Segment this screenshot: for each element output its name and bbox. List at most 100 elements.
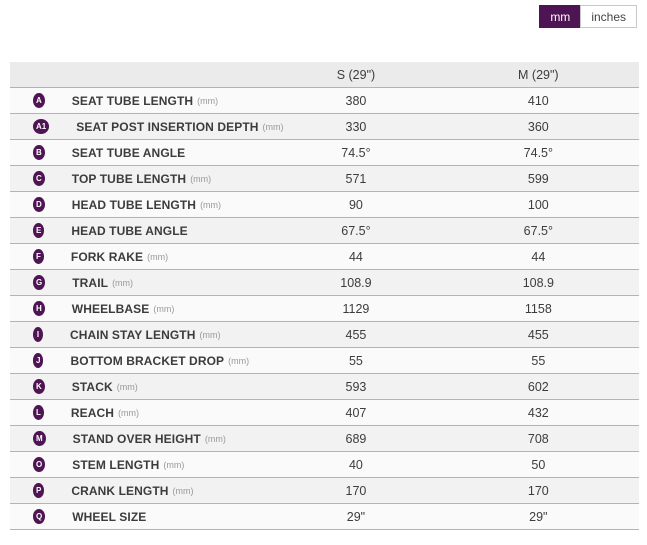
row-value-m: 74.5° — [523, 145, 553, 160]
table-row: G TRAIL (mm) 108.9 108.9 — [10, 270, 639, 296]
row-value-s: 593 — [345, 379, 367, 394]
row-value-m: 67.5° — [523, 223, 553, 238]
table-row: Q WHEEL SIZE 29" 29" — [10, 504, 639, 530]
row-unit-label: (mm) — [112, 277, 134, 288]
row-letter-badge: A — [33, 93, 45, 108]
row-label-cell: P CRANK LENGTH (mm) — [10, 483, 274, 498]
row-label-cell: D HEAD TUBE LENGTH (mm) — [10, 197, 274, 212]
row-label: STAND OVER HEIGHT — [72, 431, 201, 446]
row-value-m: 455 — [527, 327, 549, 342]
row-label-cell: J BOTTOM BRACKET DROP (mm) — [10, 353, 274, 368]
table-row: I CHAIN STAY LENGTH (mm) 455 455 — [10, 322, 639, 348]
row-letter-badge: Q — [33, 509, 46, 524]
row-value-m: 44 — [531, 249, 546, 264]
row-value-s: 90 — [348, 197, 363, 212]
row-value-s: 1129 — [342, 301, 370, 316]
row-value-s: 455 — [345, 327, 367, 342]
row-letter-badge: I — [33, 327, 43, 342]
row-label-cell: K STACK (mm) — [10, 379, 274, 394]
row-label-cell: A SEAT TUBE LENGTH (mm) — [10, 93, 274, 108]
table-row: P CRANK LENGTH (mm) 170 170 — [10, 478, 639, 504]
row-value-s: 55 — [348, 353, 363, 368]
row-value-s: 407 — [345, 405, 367, 420]
table-row: L REACH (mm) 407 432 — [10, 400, 639, 426]
table-row: K STACK (mm) 593 602 — [10, 374, 639, 400]
row-value-m: 599 — [527, 171, 549, 186]
column-header-s: S (29") — [336, 67, 376, 82]
row-label: BOTTOM BRACKET DROP — [70, 353, 225, 368]
row-unit-label: (mm) — [153, 303, 175, 314]
row-letter-badge: B — [33, 145, 45, 160]
row-label: SEAT POST INSERTION DEPTH — [76, 119, 259, 134]
row-value-m: 708 — [527, 431, 549, 446]
row-label-cell: B SEAT TUBE ANGLE — [10, 145, 274, 160]
table-row: D HEAD TUBE LENGTH (mm) 90 100 — [10, 192, 639, 218]
row-letter-badge: D — [33, 197, 45, 212]
row-unit-label: (mm) — [172, 485, 194, 496]
row-value-s: 170 — [345, 483, 367, 498]
row-label: TRAIL — [72, 275, 109, 290]
inches-toggle-button[interactable]: inches — [580, 5, 637, 28]
row-value-m: 360 — [527, 119, 549, 134]
row-value-m: 29" — [529, 509, 548, 524]
row-unit-label: (mm) — [163, 459, 185, 470]
row-unit-label: (mm) — [200, 199, 222, 210]
mm-toggle-button[interactable]: mm — [539, 5, 582, 28]
row-unit-label: (mm) — [147, 251, 169, 262]
row-label-cell: A1 SEAT POST INSERTION DEPTH (mm) — [10, 119, 284, 134]
table-row: J BOTTOM BRACKET DROP (mm) 55 55 — [10, 348, 639, 374]
table-row: C TOP TUBE LENGTH (mm) 571 599 — [10, 166, 639, 192]
row-value-m: 1158 — [524, 301, 552, 316]
row-value-s: 330 — [345, 119, 367, 134]
column-header-m: M (29") — [518, 67, 559, 82]
row-label-cell: M STAND OVER HEIGHT (mm) — [10, 431, 274, 446]
row-letter-badge: L — [33, 405, 44, 420]
table-row: O STEM LENGTH (mm) 40 50 — [10, 452, 639, 478]
row-unit-label: (mm) — [204, 433, 226, 444]
row-label: HEAD TUBE ANGLE — [71, 223, 188, 238]
row-value-m: 108.9 — [522, 275, 554, 290]
geometry-table: S (29") M (29") A SEAT TUBE LENGTH (mm) … — [10, 62, 639, 530]
unit-toggle: mm inches — [539, 5, 637, 28]
table-body: A SEAT TUBE LENGTH (mm) 380 410 A1 SEAT … — [10, 88, 639, 530]
row-value-m: 100 — [527, 197, 549, 212]
row-label-cell: C TOP TUBE LENGTH (mm) — [10, 171, 274, 186]
table-row: E HEAD TUBE ANGLE 67.5° 67.5° — [10, 218, 639, 244]
row-label: SEAT TUBE LENGTH — [71, 93, 194, 108]
row-unit-label: (mm) — [118, 407, 140, 418]
row-letter-badge: O — [33, 457, 46, 472]
row-unit-label: (mm) — [197, 95, 219, 106]
row-label-cell: L REACH (mm) — [10, 405, 274, 420]
row-label: FORK RAKE — [70, 249, 144, 264]
row-label: WHEELBASE — [71, 301, 150, 316]
row-unit-label: (mm) — [199, 329, 221, 340]
row-letter-badge: K — [33, 379, 45, 394]
table-row: H WHEELBASE (mm) 1129 1158 — [10, 296, 639, 322]
row-label-cell: I CHAIN STAY LENGTH (mm) — [10, 327, 274, 342]
row-label: STACK — [71, 379, 113, 394]
row-value-s: 571 — [345, 171, 367, 186]
row-label-cell: F FORK RAKE (mm) — [10, 249, 274, 264]
row-label-cell: Q WHEEL SIZE — [10, 509, 274, 524]
row-letter-badge: M — [33, 431, 46, 446]
row-value-s: 108.9 — [340, 275, 372, 290]
table-row: A1 SEAT POST INSERTION DEPTH (mm) 330 36… — [10, 114, 639, 140]
row-value-m: 602 — [527, 379, 549, 394]
row-unit-label: (mm) — [190, 173, 212, 184]
row-unit-label: (mm) — [262, 121, 284, 132]
row-label-cell: G TRAIL (mm) — [10, 275, 274, 290]
row-label: CRANK LENGTH — [71, 483, 169, 498]
row-value-s: 29" — [346, 509, 366, 524]
row-label: TOP TUBE LENGTH — [71, 171, 187, 186]
row-value-s: 40 — [348, 457, 363, 472]
row-label-cell: E HEAD TUBE ANGLE — [10, 223, 274, 238]
table-header-row: S (29") M (29") — [10, 62, 639, 88]
row-label: CHAIN STAY LENGTH — [70, 327, 196, 342]
row-letter-badge: A1 — [33, 119, 50, 134]
row-value-m: 170 — [527, 483, 549, 498]
row-label: WHEEL SIZE — [72, 509, 147, 524]
table-row: B SEAT TUBE ANGLE 74.5° 74.5° — [10, 140, 639, 166]
row-label: STEM LENGTH — [72, 457, 160, 472]
row-value-m: 432 — [527, 405, 549, 420]
row-value-m: 55 — [531, 353, 546, 368]
